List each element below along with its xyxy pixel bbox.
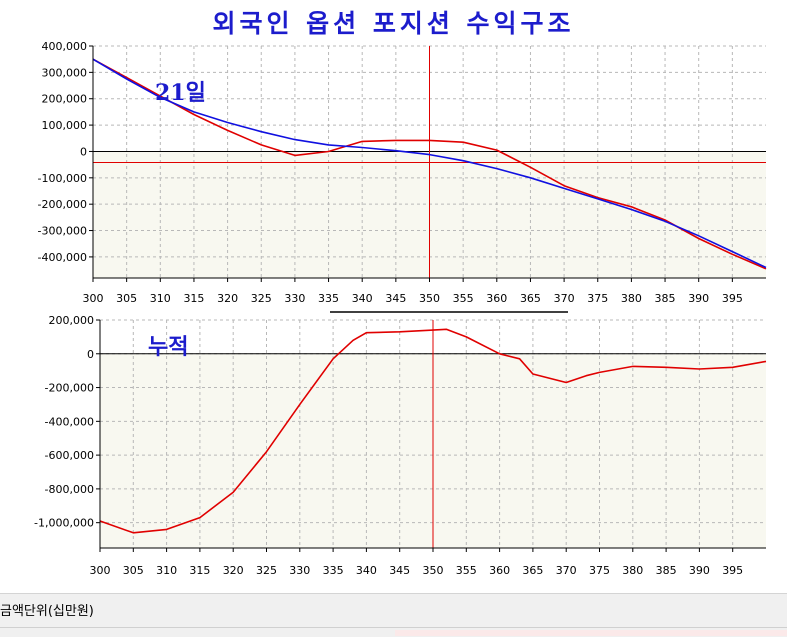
x-tick-label: 325: [251, 292, 272, 305]
x-tick-label: 345: [385, 292, 406, 305]
x-tick-label: 335: [323, 564, 344, 577]
unit-label: 금액단위(십만원): [0, 604, 94, 619]
x-tick-label: 370: [556, 564, 577, 577]
status-divider: [0, 627, 787, 628]
x-tick-label: 325: [256, 564, 277, 577]
x-tick-label: 300: [90, 564, 111, 577]
y-tick-label: -400,000: [45, 415, 94, 428]
x-tick-label: 305: [123, 564, 144, 577]
x-tick-label: 310: [150, 292, 171, 305]
x-tick-label: 350: [419, 292, 440, 305]
chart-panel-1: 300 305 310 315 320 325 330 335 340 345 350 355 360 3…: [38, 40, 767, 305]
chart-title: 외국인 옵션 포지션 수익구조: [212, 9, 575, 38]
y-tick-label: 0: [80, 145, 87, 158]
x-tick-label: 330: [284, 292, 305, 305]
x-tick-label: 315: [189, 564, 210, 577]
x-tick-label: 315: [183, 292, 204, 305]
x-tick-label: 350: [423, 564, 444, 577]
x-tick-label: 390: [688, 292, 709, 305]
y-tick-label: 200,000: [42, 93, 88, 106]
status-accent: [395, 630, 787, 636]
y-tick-label: -400,000: [38, 251, 87, 264]
x-tick-label: 340: [356, 564, 377, 577]
series-line-red: [92, 58, 767, 270]
x-tick-label: 305: [116, 292, 137, 305]
x-tick-label: 330: [289, 564, 310, 577]
x-tick-label: 365: [522, 564, 543, 577]
x-tick-label: 355: [456, 564, 477, 577]
x-tick-label: 370: [554, 292, 575, 305]
panel-annotation: 21일: [155, 80, 206, 106]
y-tick-label: 200,000: [49, 314, 95, 327]
x-tick-label: 390: [689, 564, 710, 577]
x-tick-label: 335: [318, 292, 339, 305]
x-tick-label: 360: [489, 564, 510, 577]
x-tick-label: 375: [589, 564, 610, 577]
y-tick-label: -200,000: [45, 382, 94, 395]
series-line-red: [99, 328, 767, 534]
y-tick-label: 400,000: [42, 40, 88, 53]
x-tick-label: 320: [217, 292, 238, 305]
y-tick-label: 300,000: [42, 66, 88, 79]
x-tick-label: 380: [621, 292, 642, 305]
x-tick-label: 360: [486, 292, 507, 305]
series-line-blue: [92, 58, 767, 269]
y-tick-label: -200,000: [38, 198, 87, 211]
x-tick-label: 340: [352, 292, 373, 305]
x-tick-label: 375: [587, 292, 608, 305]
chart-panel-2: 300 305 310 315 320 325 330 335 340 345 350 355 360 3…: [34, 314, 767, 577]
x-tick-label: 320: [223, 564, 244, 577]
y-tick-label: -100,000: [38, 172, 87, 185]
x-tick-label: 385: [656, 564, 677, 577]
y-tick-label: -800,000: [45, 483, 94, 496]
x-tick-label: 300: [83, 292, 104, 305]
x-tick-label: 345: [389, 564, 410, 577]
x-tick-label: 385: [655, 292, 676, 305]
x-tick-label: 380: [622, 564, 643, 577]
y-tick-label: 0: [87, 348, 94, 361]
charts-svg: 300 305 310 315 320 325 330 335 340 345 350 355 360 3…: [34, 40, 767, 577]
x-tick-label: 310: [156, 564, 177, 577]
y-tick-label: -600,000: [45, 449, 94, 462]
y-tick-label: -300,000: [38, 225, 87, 238]
x-tick-label: 395: [722, 292, 743, 305]
y-tick-label: 100,000: [42, 119, 88, 132]
status-bar: [0, 593, 787, 637]
x-tick-label: 365: [520, 292, 541, 305]
x-tick-label: 355: [453, 292, 474, 305]
y-tick-label: -1,000,000: [34, 517, 94, 530]
x-tick-label: 395: [722, 564, 743, 577]
panel-annotation: 누적: [148, 334, 188, 360]
